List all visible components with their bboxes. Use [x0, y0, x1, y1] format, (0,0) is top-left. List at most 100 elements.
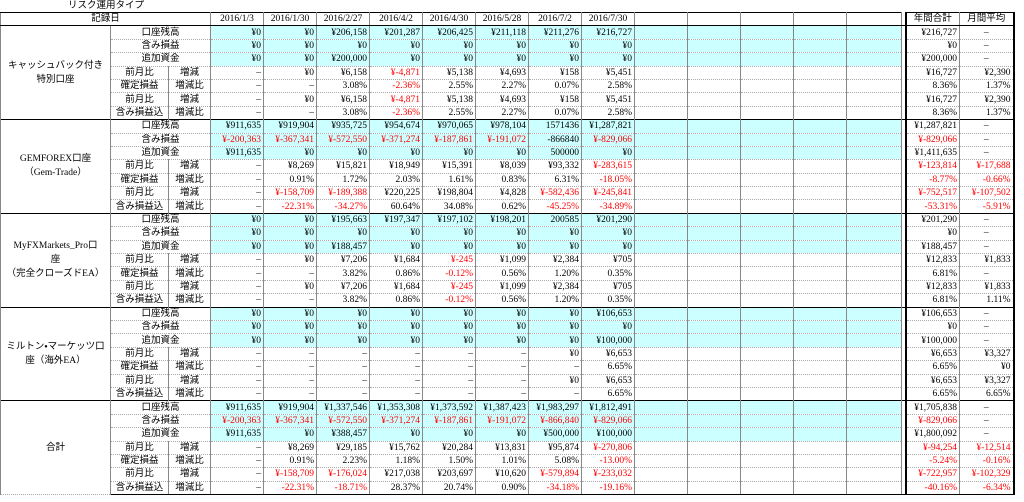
empty-cell	[687, 52, 741, 67]
empty-cell	[740, 440, 794, 455]
average-cell: ¥-107,502	[959, 186, 1015, 201]
row-label: 増減	[168, 440, 211, 455]
row-label: 含み損益	[110, 226, 211, 241]
empty-cell	[687, 400, 741, 415]
empty-cell	[634, 306, 688, 321]
value-cell: –	[369, 360, 423, 375]
value-cell: ¥106,653	[581, 306, 635, 321]
empty-header	[740, 11, 794, 27]
empty-cell	[793, 65, 847, 80]
value-cell: ¥705	[581, 279, 635, 295]
value-cell: ¥0	[369, 145, 423, 161]
row-label: 増減	[168, 65, 211, 80]
total-cell: ¥106,653	[904, 306, 960, 321]
data-row: 前月比 増減 – ¥0 ¥7,206 ¥1,684 ¥-245 ¥1,099 ¥2,384 ¥70…	[1, 253, 1015, 268]
empty-cell	[793, 333, 847, 348]
value-cell: 6.31%	[528, 172, 582, 188]
value-cell: 2.03%	[369, 172, 423, 188]
empty-cell	[793, 427, 847, 442]
average-cell: ¥1,833	[959, 253, 1015, 268]
value-cell: 2.27%	[475, 78, 529, 94]
value-cell: –	[369, 346, 423, 362]
value-cell: ¥-187,861	[422, 413, 476, 429]
total-cell: -40.16%	[904, 480, 960, 496]
empty-cell	[740, 119, 794, 134]
sheet-title: リスク運用タイプ	[68, 1, 145, 11]
value-cell: 0.90%	[475, 480, 529, 496]
group-label-line: 特別口座	[36, 74, 75, 85]
value-cell: ¥0	[263, 333, 317, 348]
data-row: 確定損益 増減比 – –3.82% 0.86% -0.12% 0.56% 1.20% 0.35%…	[1, 266, 1015, 281]
value-cell: 6.65%	[581, 386, 635, 402]
empty-cell	[740, 65, 794, 80]
value-cell: ¥-189,388	[316, 186, 370, 201]
empty-cell	[846, 38, 902, 54]
empty-cell	[634, 119, 688, 134]
value-cell: ¥0	[528, 373, 582, 388]
value-cell: ¥0	[210, 239, 264, 255]
value-cell: ¥15,762	[369, 440, 423, 455]
value-cell: ¥0	[475, 52, 529, 67]
value-cell: ¥10,620	[475, 467, 529, 482]
value-cell: ¥0	[210, 226, 264, 241]
empty-cell	[846, 386, 902, 402]
value-cell: ¥206,158	[316, 25, 370, 40]
data-row: 前月比 増減 – ¥0 ¥7,206 ¥1,684 ¥-245 ¥1,099 ¥2,384 ¥70…	[1, 279, 1015, 295]
empty-cell	[634, 145, 688, 161]
empty-cell	[687, 266, 741, 281]
average-cell: -5.91%	[959, 199, 1015, 214]
value-cell: ¥5,138	[422, 65, 476, 80]
empty-cell	[634, 212, 688, 228]
empty-cell	[793, 319, 847, 335]
row-label: 追加資金	[110, 145, 211, 161]
value-cell: ¥1,099	[475, 253, 529, 268]
value-cell: ¥388,457	[316, 427, 370, 442]
row-label: 含み損益込	[110, 293, 169, 308]
total-cell: ¥16,727	[904, 65, 960, 80]
average-cell: –	[959, 266, 1015, 281]
date-header: 2016/4/30	[422, 11, 476, 27]
empty-cell	[846, 186, 902, 201]
empty-cell	[793, 132, 847, 147]
empty-cell	[793, 293, 847, 308]
value-cell: ¥935,725	[316, 119, 370, 134]
empty-cell	[846, 279, 902, 295]
value-cell: ¥500,000	[528, 427, 582, 442]
value-cell: ¥0	[475, 239, 529, 255]
total-cell: ¥0	[904, 226, 960, 241]
empty-cell	[634, 440, 688, 455]
row-label: 口座残高	[110, 306, 211, 321]
empty-cell	[793, 467, 847, 482]
average-cell: ¥2,390	[959, 65, 1015, 80]
total-cell: ¥0	[904, 319, 960, 335]
value-cell: ¥-245	[422, 279, 476, 295]
value-cell: ¥-866,840	[528, 413, 582, 429]
value-cell: ¥0	[422, 427, 476, 442]
empty-cell	[793, 199, 847, 214]
value-cell: ¥0	[422, 52, 476, 67]
group-label: GEMFOREX口座 （Gem-Trade）	[0, 119, 111, 214]
total-cell: ¥100,000	[904, 333, 960, 348]
row-label: 追加資金	[110, 333, 211, 348]
row-label: 含み損益	[110, 38, 211, 54]
value-cell: ¥198,804	[422, 186, 476, 201]
empty-cell	[846, 293, 902, 308]
value-cell: ¥-191,072	[475, 132, 529, 147]
value-cell: –	[210, 453, 264, 469]
row-label: 増減	[168, 346, 211, 362]
data-row: 含み損益 ¥0 ¥0 ¥0 ¥0 ¥0 ¥0 ¥0 ¥0 ¥0–	[1, 319, 1015, 335]
value-cell: ¥8,039	[475, 159, 529, 174]
empty-cell	[634, 279, 688, 295]
empty-cell	[846, 65, 902, 80]
value-cell: 2.55%	[422, 105, 476, 121]
row-label: 追加資金	[110, 52, 211, 67]
data-row: 確定損益 増減比 – – – – – – –6.65% 6.65% ¥0	[1, 360, 1015, 375]
value-cell: ¥18,949	[369, 159, 423, 174]
total-cell: ¥16,727	[904, 92, 960, 107]
empty-cell	[793, 239, 847, 255]
value-cell: ¥-245,841	[581, 186, 635, 201]
empty-cell	[740, 159, 794, 174]
value-cell: -34.89%	[581, 199, 635, 214]
group-label-line: （Gem-Trade）	[24, 168, 87, 179]
